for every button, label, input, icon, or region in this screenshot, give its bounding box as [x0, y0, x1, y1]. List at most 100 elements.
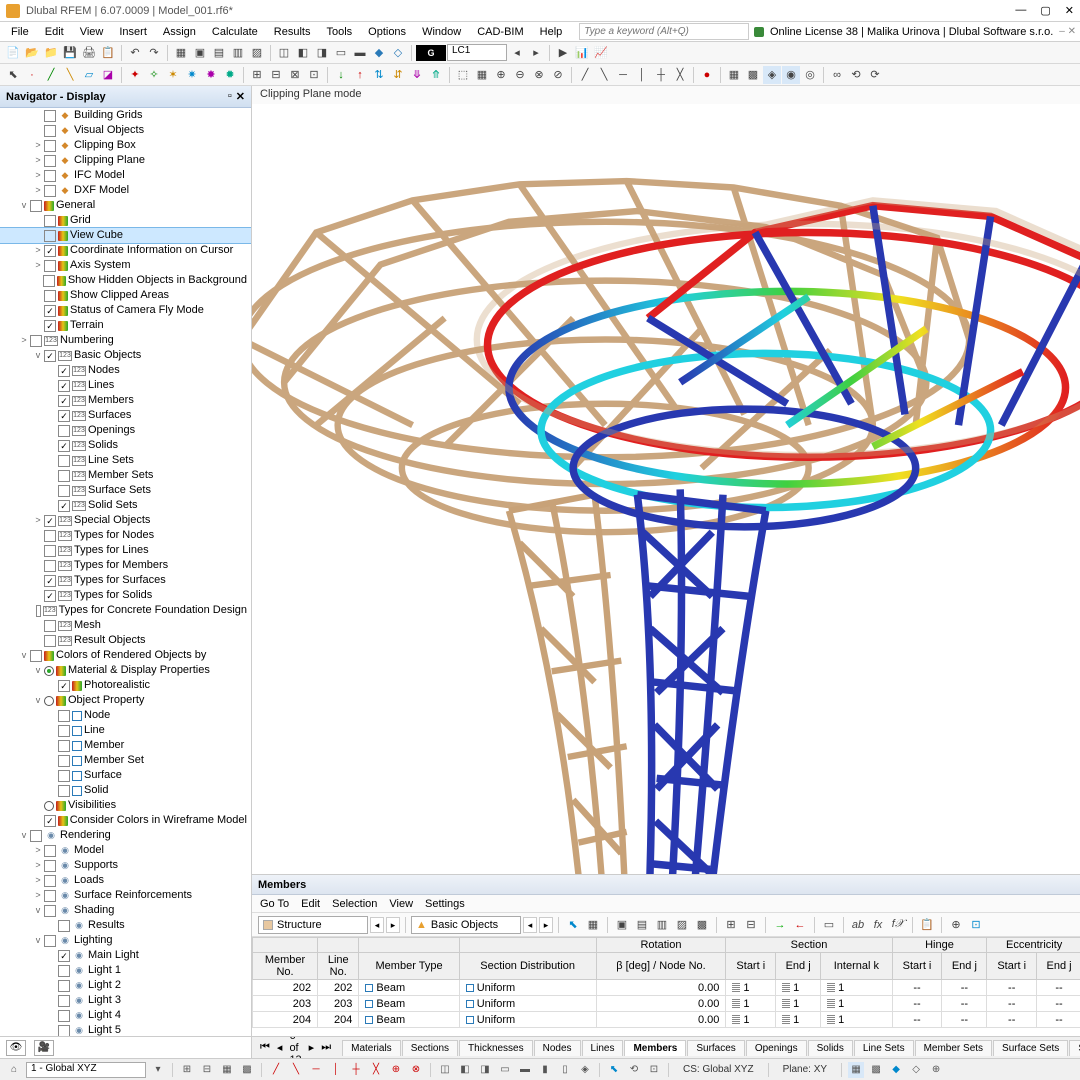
t5b-icon[interactable]: ▦	[473, 66, 491, 84]
tree-item[interactable]: Visibilities	[0, 798, 251, 813]
menu-window[interactable]: Window	[415, 24, 468, 40]
tree-item[interactable]: ✓Status of Camera Fly Mode	[0, 303, 251, 318]
node-icon[interactable]: ·	[23, 66, 41, 84]
tree-item[interactable]: >◆Clipping Box	[0, 138, 251, 153]
sb8-icon[interactable]: │	[328, 1062, 344, 1078]
tree-item[interactable]: ◆Visual Objects	[0, 123, 251, 138]
sb1-icon[interactable]: ⊞	[179, 1062, 195, 1078]
t2d-icon[interactable]: ✷	[183, 66, 201, 84]
t5d-icon[interactable]: ⊖	[511, 66, 529, 84]
mt9-icon[interactable]: ⊟	[742, 916, 760, 934]
mt12-icon[interactable]: ▭	[820, 916, 838, 934]
t3c-icon[interactable]: ⊠	[286, 66, 304, 84]
t2b-icon[interactable]: ✧	[145, 66, 163, 84]
tree-item[interactable]: ◉Light 4	[0, 1008, 251, 1023]
t9a-icon[interactable]: ∞	[828, 66, 846, 84]
page-first-icon[interactable]: ⏮	[258, 1041, 272, 1054]
res2-icon[interactable]: 📈	[592, 44, 610, 62]
mt2-icon[interactable]: ▦	[584, 916, 602, 934]
t2c-icon[interactable]: ✶	[164, 66, 182, 84]
t8b-icon[interactable]: ▩	[744, 66, 762, 84]
disp6-icon[interactable]: ◆	[370, 44, 388, 62]
tree-item[interactable]: ✓Terrain	[0, 318, 251, 333]
menu-edit[interactable]: Edit	[38, 24, 71, 40]
page-next-icon[interactable]: ▸	[307, 1041, 317, 1054]
disp3-icon[interactable]: ◨	[313, 44, 331, 62]
t8c-icon[interactable]: ◈	[763, 66, 781, 84]
t3b-icon[interactable]: ⊟	[267, 66, 285, 84]
table-row[interactable]: 203203BeamUniform0.00111--------1.412	[253, 996, 1080, 1012]
sb3-icon[interactable]: ▦	[219, 1062, 235, 1078]
navigator-tree[interactable]: ◆Building Grids◆Visual Objects>◆Clipping…	[0, 108, 251, 1036]
sb7-icon[interactable]: ─	[308, 1062, 324, 1078]
t6d-icon[interactable]: │	[633, 66, 651, 84]
mt11-icon[interactable]: ←	[791, 916, 809, 934]
sb12-icon[interactable]: ⊗	[408, 1062, 424, 1078]
tree-item[interactable]: ◉Light 5	[0, 1023, 251, 1036]
tree-item[interactable]: ◆Building Grids	[0, 108, 251, 123]
tab-member-sets[interactable]: Member Sets	[915, 1040, 992, 1056]
tab-sections[interactable]: Sections	[402, 1040, 458, 1056]
res1-icon[interactable]: 📊	[573, 44, 591, 62]
tree-item[interactable]: v◉Rendering	[0, 828, 251, 843]
mt17-icon[interactable]: ⊕	[947, 916, 965, 934]
sb4-icon[interactable]: ▩	[239, 1062, 255, 1078]
menu-cadbim[interactable]: CAD-BIM	[470, 24, 530, 40]
tree-item[interactable]: >◆DXF Model	[0, 183, 251, 198]
disp7-icon[interactable]: ◇	[389, 44, 407, 62]
view4-icon[interactable]: ▥	[229, 44, 247, 62]
mt16-icon[interactable]: 📋	[918, 916, 936, 934]
members-menu-selection[interactable]: Selection	[332, 898, 377, 910]
mt8-icon[interactable]: ⊞	[722, 916, 740, 934]
tree-item[interactable]: >✓123Special Objects	[0, 513, 251, 528]
sb13-icon[interactable]: ◫	[437, 1062, 453, 1078]
members-menu-settings[interactable]: Settings	[425, 898, 465, 910]
tree-item[interactable]: 123Types for Lines	[0, 543, 251, 558]
mt1-icon[interactable]: ⬉	[564, 916, 582, 934]
mt18-icon[interactable]: ⊡	[967, 916, 985, 934]
sbend3-icon[interactable]: ◆	[888, 1062, 904, 1078]
sb23-icon[interactable]: ⊡	[646, 1062, 662, 1078]
lc-prev-icon[interactable]: ◂	[508, 44, 526, 62]
tree-item[interactable]: ✓Photorealistic	[0, 678, 251, 693]
tree-item[interactable]: vObject Property	[0, 693, 251, 708]
sb6-icon[interactable]: ╲	[288, 1062, 304, 1078]
tab-lines[interactable]: Lines	[582, 1040, 624, 1056]
tree-item[interactable]: Grid	[0, 213, 251, 228]
menu-results[interactable]: Results	[267, 24, 318, 40]
tree-item[interactable]: vGeneral	[0, 198, 251, 213]
sb11-icon[interactable]: ⊕	[388, 1062, 404, 1078]
save-icon[interactable]: 💾	[61, 44, 79, 62]
tree-item[interactable]: ✓123Solids	[0, 438, 251, 453]
tree-item[interactable]: 123Types for Concrete Foundation Design	[0, 603, 251, 618]
tree-item[interactable]: Surface	[0, 768, 251, 783]
sb17-icon[interactable]: ▬	[517, 1062, 533, 1078]
solid-icon[interactable]: ◪	[99, 66, 117, 84]
t5f-icon[interactable]: ⊘	[549, 66, 567, 84]
mt14-icon[interactable]: fx	[869, 916, 887, 934]
sb14-icon[interactable]: ◧	[457, 1062, 473, 1078]
tree-item[interactable]: ✓Consider Colors in Wireframe Model	[0, 813, 251, 828]
view5-icon[interactable]: ▨	[248, 44, 266, 62]
t5a-icon[interactable]: ⬚	[454, 66, 472, 84]
t7a-icon[interactable]: ●	[698, 66, 716, 84]
t4d-icon[interactable]: ⇵	[389, 66, 407, 84]
tree-item[interactable]: vMaterial & Display Properties	[0, 663, 251, 678]
menu-view[interactable]: View	[73, 24, 111, 40]
tree-item[interactable]: Member	[0, 738, 251, 753]
sb19-icon[interactable]: ▯	[557, 1062, 573, 1078]
tree-item[interactable]: Show Clipped Areas	[0, 288, 251, 303]
tree-item[interactable]: Solid	[0, 783, 251, 798]
sel2-prev-icon[interactable]: ◂	[523, 917, 537, 933]
sb22-icon[interactable]: ⟲	[626, 1062, 642, 1078]
tree-item[interactable]: v◉Lighting	[0, 933, 251, 948]
mt10-icon[interactable]: →	[771, 916, 789, 934]
page-last-icon[interactable]: ⏭	[319, 1041, 333, 1054]
tree-item[interactable]: >◆Clipping Plane	[0, 153, 251, 168]
tree-item[interactable]: 123Member Sets	[0, 468, 251, 483]
tree-item[interactable]: 123Line Sets	[0, 453, 251, 468]
sbend2-icon[interactable]: ▩	[868, 1062, 884, 1078]
page-prev-icon[interactable]: ◂	[275, 1041, 285, 1054]
sel-icon[interactable]: ⬉	[4, 66, 22, 84]
nav-pin-icon[interactable]: ▫	[228, 90, 232, 103]
